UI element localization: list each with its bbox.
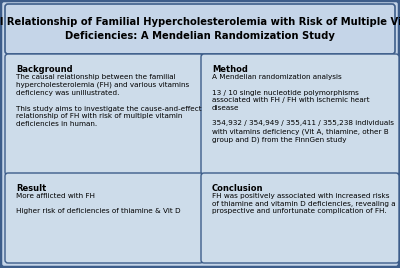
Text: A Mendelian randomization analysis

13 / 10 single nucleotide polymorphisms
asso: A Mendelian randomization analysis 13 / … (212, 74, 394, 143)
Text: Result: Result (16, 184, 46, 193)
FancyBboxPatch shape (5, 4, 395, 54)
Text: Causal Relationship of Familial Hypercholesterolemia with Risk of Multiple Vitam: Causal Relationship of Familial Hypercho… (0, 17, 400, 40)
Text: The causal relationship between the familial
hypercholesterolemia (FH) and vario: The causal relationship between the fami… (16, 74, 202, 127)
FancyBboxPatch shape (5, 173, 203, 263)
Text: Background: Background (16, 65, 73, 74)
Text: Method: Method (212, 65, 248, 74)
FancyBboxPatch shape (201, 173, 399, 263)
FancyBboxPatch shape (5, 54, 203, 175)
FancyBboxPatch shape (201, 54, 399, 175)
Text: More afflicted with FH

Higher risk of deficiencies of thiamine & Vit D: More afflicted with FH Higher risk of de… (16, 193, 181, 214)
Text: Conclusion: Conclusion (212, 184, 264, 193)
Text: FH was positively associated with increased risks
of thiamine and vitamin D defi: FH was positively associated with increa… (212, 193, 396, 214)
